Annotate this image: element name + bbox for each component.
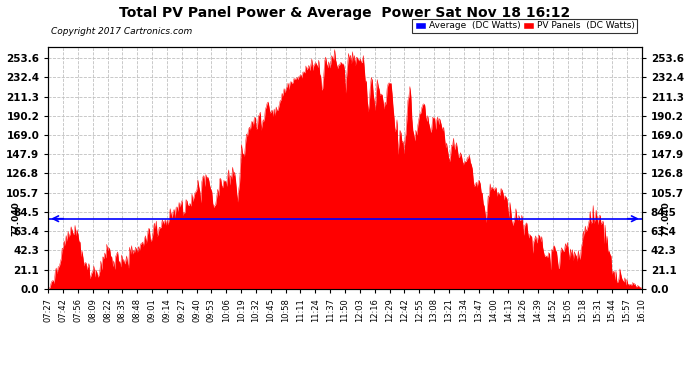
Text: Copyright 2017 Cartronics.com: Copyright 2017 Cartronics.com: [51, 27, 193, 36]
Legend: Average  (DC Watts), PV Panels  (DC Watts): Average (DC Watts), PV Panels (DC Watts): [413, 19, 637, 33]
Text: 77.040: 77.040: [661, 201, 670, 236]
Text: 77.040: 77.040: [11, 201, 20, 236]
Text: Total PV Panel Power & Average  Power Sat Nov 18 16:12: Total PV Panel Power & Average Power Sat…: [119, 6, 571, 20]
